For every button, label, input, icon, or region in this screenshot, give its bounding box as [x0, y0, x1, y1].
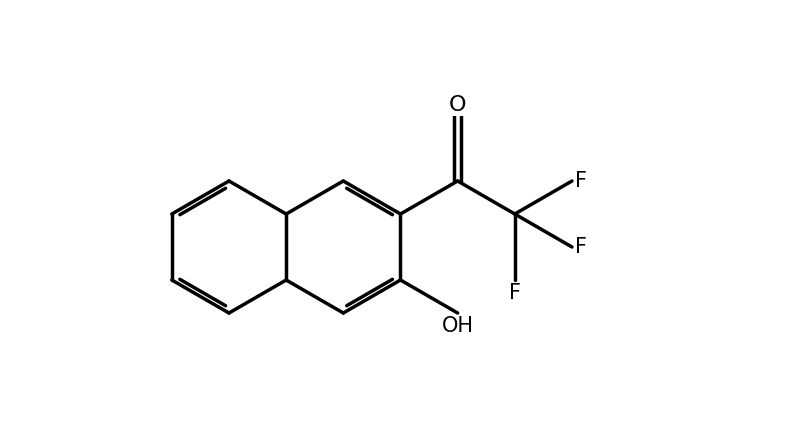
Text: OH: OH: [442, 316, 474, 336]
Text: F: F: [575, 237, 587, 257]
Text: O: O: [449, 95, 466, 115]
Text: F: F: [509, 283, 521, 303]
Text: F: F: [575, 171, 587, 191]
